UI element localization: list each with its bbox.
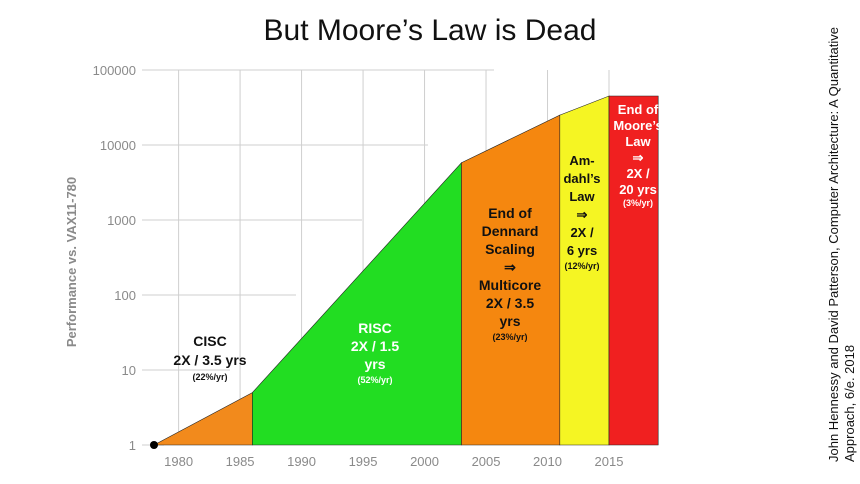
- start-point: [150, 441, 158, 449]
- x-tick-label: 1995: [349, 454, 378, 469]
- region-label-dennard: Dennard: [482, 223, 539, 239]
- region-label-moore: Law: [625, 134, 651, 149]
- region-rate-amdahl: (12%/yr): [564, 261, 599, 271]
- region-label-moore: 20 yrs: [619, 182, 657, 197]
- region-label-amdahl: Am-: [569, 153, 594, 168]
- region-label-amdahl: Law: [569, 189, 595, 204]
- region-label-risc: yrs: [364, 356, 385, 372]
- region-label-amdahl: ⇒: [577, 207, 588, 222]
- region-label-amdahl: dahl’s: [563, 171, 600, 186]
- citation-line-2: Approach, 6/e. 2018: [842, 344, 857, 462]
- region-rate-moore: (3%/yr): [623, 198, 653, 208]
- y-tick-label: 10000: [100, 138, 136, 153]
- y-axis-label: Performance vs. VAX11-780: [64, 177, 79, 347]
- chart-title: But Moore’s Law is Dead: [263, 14, 597, 47]
- y-tick-label: 1000: [107, 213, 136, 228]
- y-tick-label: 10: [122, 363, 136, 378]
- citation-line-1: John Hennessy and David Patterson, Compu…: [826, 26, 841, 462]
- region-label-cisc: 2X / 3.5 yrs: [173, 352, 246, 368]
- x-tick-label: 2005: [472, 454, 501, 469]
- x-tick-label: 2000: [410, 454, 439, 469]
- citation: John Hennessy and David Patterson, Compu…: [826, 26, 858, 462]
- region-risc: [252, 161, 462, 446]
- region-label-risc: RISC: [358, 320, 391, 336]
- x-tick-label: 1980: [164, 454, 193, 469]
- region-label-dennard: 2X / 3.5: [486, 295, 534, 311]
- x-tick-label: 2015: [595, 454, 624, 469]
- region-label-dennard: Scaling: [485, 241, 535, 257]
- x-tick-label: 1990: [287, 454, 316, 469]
- region-rate-cisc: (22%/yr): [192, 372, 227, 382]
- region-label-dennard: ⇒: [504, 259, 516, 275]
- region-label-cisc: CISC: [193, 333, 226, 349]
- region-label-dennard: yrs: [499, 313, 520, 329]
- region-label-moore: ⇒: [633, 150, 644, 165]
- region-label-risc: 2X / 1.5: [351, 338, 399, 354]
- region-label-dennard: Multicore: [479, 277, 541, 293]
- region-label-moore: Moore’s: [613, 118, 662, 133]
- region-label-amdahl: 2X /: [570, 225, 594, 240]
- region-rate-risc: (52%/yr): [357, 375, 392, 385]
- region-label-moore: End of: [618, 102, 659, 117]
- y-tick-label: 1: [129, 438, 136, 453]
- region-rate-dennard: (23%/yr): [492, 332, 527, 342]
- y-tick-label: 100000: [93, 63, 136, 78]
- x-tick-label: 1985: [226, 454, 255, 469]
- region-label-moore: 2X /: [626, 166, 650, 181]
- region-cisc: [153, 392, 253, 446]
- region-label-dennard: End of: [488, 205, 532, 221]
- y-tick-label: 100: [114, 288, 136, 303]
- x-tick-label: 2010: [533, 454, 562, 469]
- region-moore: [608, 95, 659, 446]
- region-label-amdahl: 6 yrs: [567, 243, 597, 258]
